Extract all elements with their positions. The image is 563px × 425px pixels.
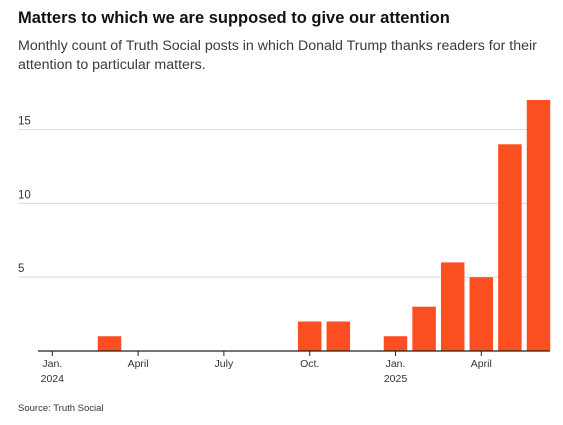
x-tick-label: July (215, 358, 234, 370)
bar-2025-04 (469, 277, 494, 351)
x-tick-year-label: 2025 (384, 373, 408, 385)
bar-2025-06 (526, 100, 551, 351)
y-tick-label: 10 (18, 189, 31, 201)
bar-2025-01 (383, 336, 408, 351)
chart-subtitle: Monthly count of Truth Social posts in w… (18, 38, 537, 73)
chart-title: Matters to which we are supposed to give… (18, 9, 450, 27)
x-tick-year-label: 2024 (41, 373, 65, 385)
bar-2025-03 (440, 262, 465, 351)
x-tick-label: Jan. (42, 358, 62, 370)
bar-2024-10 (297, 321, 322, 351)
x-tick-label: Jan. (386, 358, 406, 370)
bar-2025-02 (412, 306, 436, 351)
x-tick-label: April (128, 358, 149, 370)
x-tick-label: Oct. (300, 358, 319, 370)
y-tick-label: 15 (18, 116, 31, 128)
source-note: Source: Truth Social (18, 403, 104, 414)
bar-2024-03 (97, 336, 122, 351)
bar-2024-11 (326, 321, 351, 351)
bar-2025-05 (498, 144, 522, 351)
x-tick-label: April (471, 358, 492, 370)
y-tick-label: 5 (18, 263, 24, 275)
